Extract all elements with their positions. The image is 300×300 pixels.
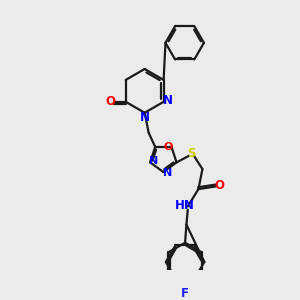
Text: HN: HN	[175, 199, 194, 212]
Text: N: N	[140, 111, 150, 124]
Text: O: O	[105, 95, 115, 108]
Text: F: F	[181, 287, 189, 300]
Text: N: N	[163, 167, 172, 178]
Text: S: S	[187, 147, 196, 161]
Text: O: O	[214, 179, 224, 192]
Text: O: O	[163, 142, 172, 152]
Text: N: N	[149, 156, 158, 166]
Text: N: N	[163, 94, 173, 107]
